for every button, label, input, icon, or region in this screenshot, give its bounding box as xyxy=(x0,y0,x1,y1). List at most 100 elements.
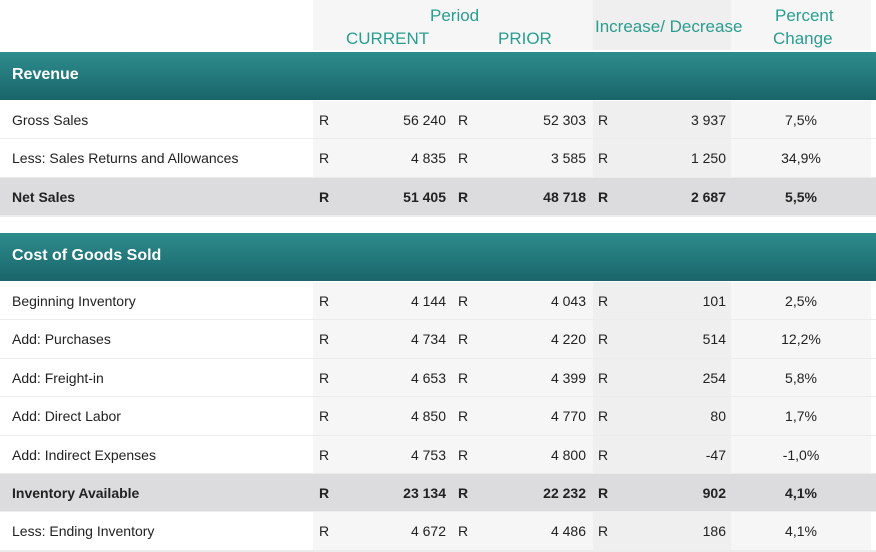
cell-percent: 4,1% xyxy=(785,485,817,501)
cell-label: Add: Direct Labor xyxy=(12,408,121,425)
increase-cell-bg xyxy=(593,101,731,139)
cell-inc-r: R xyxy=(598,331,609,348)
cell-increase: 254 xyxy=(702,369,726,386)
table-row: Add: Freight-in R 4 653 R 4 399 R 254 5,8% xyxy=(0,358,876,399)
cell-increase: 101 xyxy=(702,293,726,309)
cell-percent: 5,5% xyxy=(785,188,817,205)
table-row: Add: Purchases R 4 734 R 4 220 R 514 12,2% xyxy=(0,320,876,360)
cell-prior: 4 043 xyxy=(550,293,586,309)
row-divider xyxy=(0,215,876,218)
cell-inc-r: R xyxy=(598,446,609,463)
period-cell-bg xyxy=(313,397,593,436)
cell-label: Gross Sales xyxy=(12,112,89,128)
section-header: Cost of Goods Sold xyxy=(0,233,876,281)
cell-percent: -1,0% xyxy=(782,446,820,463)
cell-cur-r: R xyxy=(319,369,330,386)
period-cell-bg xyxy=(313,435,593,474)
cell-current: 4 753 xyxy=(410,446,446,463)
period-header-bg xyxy=(313,0,593,50)
table-row: Add: Indirect Expenses R 4 753 R 4 800 R -47 -1… xyxy=(0,435,876,475)
cell-label: Add: Freight-in xyxy=(12,369,104,386)
cell-current: 4 835 xyxy=(410,150,446,167)
cell-cur-r: R xyxy=(319,331,330,348)
increase-cell-bg xyxy=(593,435,731,474)
cell-label: Add: Indirect Expenses xyxy=(12,446,156,463)
cell-prior: 22 232 xyxy=(543,485,586,501)
table-row: Beginning Inventory R 4 144 R 4 043 R 101 2,5% xyxy=(0,282,876,322)
cell-increase: 2 687 xyxy=(690,188,726,205)
percent-cell-bg xyxy=(731,397,871,436)
cell-percent: 7,5% xyxy=(785,112,817,128)
current-header: CURRENT xyxy=(346,29,430,48)
prior-header: PRIOR xyxy=(498,29,552,48)
section-header: Revenue xyxy=(0,52,876,100)
cell-increase: 80 xyxy=(710,408,726,425)
row-divider xyxy=(0,176,876,179)
period-cell-bg xyxy=(313,139,593,178)
cell-cur-r: R xyxy=(319,408,330,425)
cell-label: Inventory Available xyxy=(12,485,140,501)
cell-increase: 514 xyxy=(702,331,726,348)
cell-inc-r: R xyxy=(598,523,609,540)
cell-label: Net Sales xyxy=(12,188,76,205)
cell-pri-r: R xyxy=(458,446,469,463)
cell-cur-r: R xyxy=(319,150,330,167)
cell-current: 4 672 xyxy=(410,523,446,540)
cell-percent: 4,1% xyxy=(785,523,817,540)
cell-percent: 5,8% xyxy=(785,369,817,386)
increase-cell-bg xyxy=(593,397,731,436)
row-divider xyxy=(0,434,876,437)
cell-cur-r: R xyxy=(319,188,330,205)
cell-pri-r: R xyxy=(458,485,469,501)
cell-inc-r: R xyxy=(598,188,609,205)
increase-cell-bg xyxy=(593,320,731,359)
period-cell-bg xyxy=(313,320,593,359)
table-row: Less: Ending Inventory R 4 672 R 4 486 R 186 4,… xyxy=(0,512,876,552)
cell-percent: 12,2% xyxy=(781,331,821,348)
row-divider xyxy=(0,357,876,360)
cell-cur-r: R xyxy=(319,485,330,501)
cell-prior: 52 303 xyxy=(543,112,586,128)
cell-cur-r: R xyxy=(319,523,330,540)
cell-prior: 4 486 xyxy=(550,523,586,540)
cell-cur-r: R xyxy=(319,446,330,463)
row-divider xyxy=(0,472,876,475)
percent-cell-bg xyxy=(731,282,871,320)
total-row: Inventory Available R 23 134 R 22 232 R 902 4,1… xyxy=(0,474,876,514)
increase-header-bg xyxy=(593,0,731,50)
table-row: Add: Direct Labor R 4 850 R 4 770 R 80 1,7% xyxy=(0,397,876,437)
cell-current: 4 850 xyxy=(410,408,446,425)
cell-increase: 902 xyxy=(702,485,726,501)
cell-current: 56 240 xyxy=(403,112,446,128)
increase-cell-bg xyxy=(593,512,731,551)
cell-inc-r: R xyxy=(598,112,609,128)
cell-increase: 1 250 xyxy=(690,150,726,167)
cell-pri-r: R xyxy=(458,408,469,425)
total-row: Net Sales R 51 405 R 48 718 R 2 687 5,5% xyxy=(0,177,876,218)
cell-inc-r: R xyxy=(598,369,609,386)
period-cell-bg xyxy=(313,101,593,139)
period-cell-bg xyxy=(313,282,593,320)
cell-pri-r: R xyxy=(458,150,469,167)
cell-current: 23 134 xyxy=(403,485,446,501)
period-header: Period xyxy=(430,6,480,25)
cell-inc-r: R xyxy=(598,150,609,167)
cell-prior: 4 800 xyxy=(550,446,586,463)
percent-cell-bg xyxy=(731,358,871,397)
percent-cell-bg xyxy=(731,435,871,474)
cell-label: Less: Sales Returns and Allowances xyxy=(12,150,239,167)
cell-inc-r: R xyxy=(598,293,609,309)
table-row: Gross Sales R 56 240 R 52 303 R 3 937 7,5% xyxy=(0,101,876,141)
cell-percent: 1,7% xyxy=(785,408,817,425)
percent-cell-bg xyxy=(731,139,871,178)
period-cell-bg xyxy=(313,358,593,397)
section-title: Revenue xyxy=(12,66,79,83)
cell-prior: 4 770 xyxy=(550,408,586,425)
increase-cell-bg xyxy=(593,282,731,320)
table-row: Less: Sales Returns and Allowances R 4 835… xyxy=(0,139,876,179)
period-cell-bg xyxy=(313,512,593,551)
cell-pri-r: R xyxy=(458,293,469,309)
cell-percent: 2,5% xyxy=(785,293,817,309)
cell-inc-r: R xyxy=(598,408,609,425)
cell-label: Less: Ending Inventory xyxy=(12,523,155,540)
